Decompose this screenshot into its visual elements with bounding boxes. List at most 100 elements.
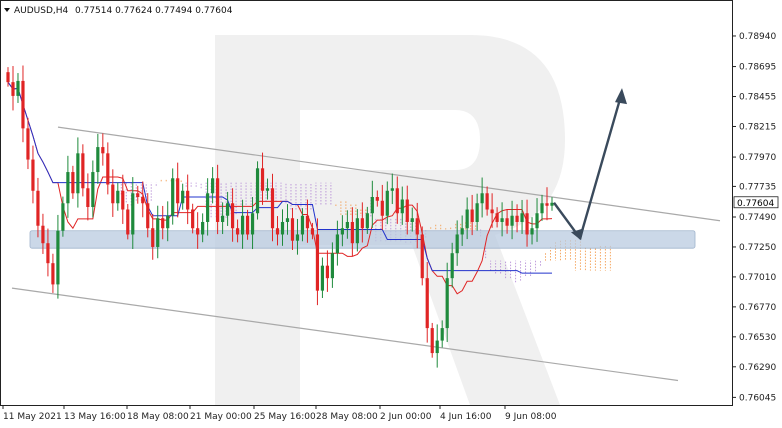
candle-body <box>230 203 235 229</box>
candle-body <box>196 228 200 235</box>
candle-body <box>375 197 379 201</box>
candle-body <box>435 340 439 354</box>
candle-body <box>26 128 30 160</box>
candle-body <box>136 193 140 198</box>
candle-body <box>500 218 504 222</box>
candle-body <box>350 221 354 244</box>
candle-body <box>96 147 100 173</box>
candle-body <box>76 153 80 194</box>
y-tick-label: 0.78695 <box>739 63 776 73</box>
candle-body <box>51 263 55 285</box>
channel-lower-line <box>11 287 679 382</box>
candle-body <box>540 203 544 214</box>
candle-body <box>171 178 175 216</box>
x-tick-label: 28 May 08:00 <box>316 412 378 422</box>
current-price-label: 0.77604 <box>737 199 774 209</box>
candle-body <box>340 228 344 235</box>
channel-upper-line <box>57 126 721 222</box>
candle-body <box>61 203 65 231</box>
candle-body <box>365 213 369 229</box>
candle-body <box>91 172 95 208</box>
candle-body <box>255 168 260 214</box>
candle-body <box>181 190 185 204</box>
candle-body <box>315 234 320 291</box>
candle-body <box>270 188 275 229</box>
candle-body <box>335 234 339 254</box>
candle-body <box>111 184 115 204</box>
candle-body <box>250 213 255 235</box>
candle-body <box>216 178 220 222</box>
candle-body <box>106 153 110 185</box>
candle-body <box>465 209 469 229</box>
candles <box>6 65 554 368</box>
candle-body <box>385 190 389 216</box>
candle-body <box>211 178 215 194</box>
candle-body <box>550 202 554 206</box>
candle-body <box>86 188 90 208</box>
x-tick-label: 9 Jun 08:00 <box>505 412 557 422</box>
candle-body <box>370 197 374 214</box>
x-tick-label: 21 May 00:00 <box>190 412 252 422</box>
candle-body <box>11 82 15 96</box>
y-tick-label: 0.77250 <box>739 243 776 253</box>
candle-body <box>275 228 280 235</box>
y-tick-label: 0.77970 <box>739 153 776 163</box>
x-tick-label: 2 Jun 00:00 <box>380 412 432 422</box>
arrow-head-icon <box>615 88 627 105</box>
candle-body <box>126 209 130 235</box>
y-tick-label: 0.78215 <box>739 122 776 132</box>
y-tick-label: 0.78940 <box>739 32 776 42</box>
candle-body <box>445 278 449 329</box>
candle-body <box>430 328 434 354</box>
candle-body <box>495 213 499 222</box>
candle-body <box>520 213 524 222</box>
candle-body <box>191 209 195 229</box>
plot-frame <box>0 0 733 406</box>
candle-body <box>490 209 494 214</box>
tenkan-sen-line <box>7 81 553 295</box>
price-channel <box>11 126 721 382</box>
candle-body <box>121 190 125 210</box>
candle-body <box>310 228 315 235</box>
candle-body <box>530 228 534 235</box>
candle-body <box>245 215 250 235</box>
candle-body <box>81 153 85 189</box>
candle-body <box>221 215 225 222</box>
candle-body <box>46 243 50 264</box>
chart-header: AUDUSD,H4 0.77514 0.77624 0.77494 0.7760… <box>4 6 233 16</box>
y-tick-label: 0.76530 <box>739 333 776 343</box>
candle-body <box>295 234 300 241</box>
candle-body <box>300 215 305 235</box>
candle-body <box>330 253 335 279</box>
candle-body <box>116 190 120 204</box>
candle-body <box>225 203 230 216</box>
candle-body <box>360 218 364 229</box>
candle-body <box>285 218 290 222</box>
candle-body <box>400 199 404 214</box>
candle-body <box>460 228 464 235</box>
candle-body <box>265 188 270 191</box>
candle-body <box>156 218 160 247</box>
candle-body <box>280 221 285 235</box>
candle-body <box>56 230 60 285</box>
candle-body <box>290 218 295 241</box>
candle-body <box>475 203 479 222</box>
candle-body <box>36 190 40 226</box>
candle-body <box>71 172 75 194</box>
candle-body <box>16 80 20 96</box>
collapse-triangle-icon[interactable] <box>4 8 10 12</box>
y-tick-label: 0.77735 <box>739 182 776 192</box>
y-axis: 0.78940 0.78695 0.78455 0.78215 0.77970 0.777… <box>732 32 776 403</box>
candle-body <box>21 80 25 129</box>
candle-body <box>415 218 419 235</box>
candle-body <box>545 203 549 206</box>
ohlc-values: 0.77514 0.77624 0.77494 0.77604 <box>75 6 233 16</box>
current-price-tag: 0.77604 <box>733 196 779 209</box>
candle-body <box>320 265 325 291</box>
x-axis: 11 May 2021 13 May 16:00 18 May 08:00 21 Ma… <box>2 405 557 422</box>
candle-body <box>260 168 265 191</box>
y-tick-label: 0.78455 <box>739 93 776 103</box>
candle-body <box>450 253 454 279</box>
symbol-label: AUDUSD,H4 <box>14 6 69 16</box>
x-tick-label: 13 May 16:00 <box>64 412 126 422</box>
